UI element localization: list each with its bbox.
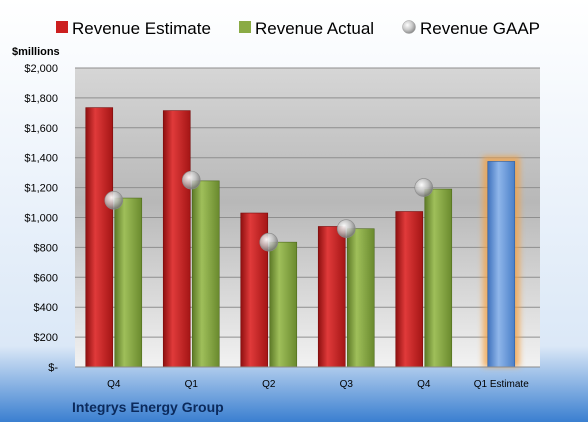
marker-revenue-gaap	[336, 219, 356, 239]
marker-revenue-gaap	[181, 170, 201, 190]
legend-label-revenue-estimate: Revenue Estimate	[72, 19, 211, 38]
y-tick-label: $1,600	[24, 123, 58, 135]
company-label: Integrys Energy Group	[72, 399, 224, 415]
y-axis-unit-label: $millions	[12, 46, 60, 58]
bar-revenue-actual	[191, 180, 220, 368]
x-tick-label: Q4	[107, 379, 121, 390]
y-tick-label: $1,200	[24, 183, 58, 195]
marker-revenue-gaap	[104, 191, 124, 210]
bars	[85, 107, 520, 368]
gridlines	[75, 67, 540, 338]
y-tick-label: $200	[34, 332, 58, 344]
bar-revenue-estimate	[85, 107, 114, 368]
marker-revenue-gaap	[414, 178, 434, 197]
y-tick-label: $1,400	[24, 153, 58, 165]
legend-swatch-revenue-actual	[239, 21, 251, 33]
bar-revenue-estimate	[395, 211, 424, 368]
x-axis-ticks: Q4 Q1 Q2 Q3 Q4 Q1 Estimate	[107, 379, 529, 390]
bar-revenue-actual	[424, 188, 453, 368]
legend-label-revenue-gaap: Revenue GAAP	[420, 19, 540, 38]
legend-item-revenue-actual: Revenue Actual	[239, 19, 374, 38]
bar-revenue-estimate	[162, 110, 191, 368]
y-tick-label: $-	[48, 362, 58, 374]
legend-swatch-revenue-gaap	[402, 20, 416, 34]
bar-revenue-estimate	[317, 226, 346, 368]
legend-item-revenue-gaap: Revenue GAAP	[402, 19, 540, 38]
x-tick-label: Q3	[340, 379, 354, 390]
bar-revenue-actual	[114, 197, 143, 368]
legend: Revenue Estimate Revenue Actual Revenue …	[56, 19, 540, 38]
legend-swatch-revenue-estimate	[56, 21, 68, 33]
x-tick-label: Q2	[262, 379, 276, 390]
bar-revenue-estimate-next-quarter	[487, 161, 516, 368]
y-tick-label: $2,000	[24, 63, 58, 75]
x-tick-label: Q4	[417, 379, 431, 390]
y-tick-label: $600	[34, 272, 58, 284]
marker-revenue-gaap	[259, 232, 279, 252]
y-tick-label: $400	[34, 302, 58, 314]
y-axis-ticks: $- $200 $400 $600 $800 $1,000 $1,200 $1,400 $1,6…	[24, 63, 58, 374]
gaap-markers	[104, 170, 434, 252]
x-tick-label: Q1 Estimate	[474, 379, 529, 390]
legend-item-revenue-estimate: Revenue Estimate	[56, 19, 211, 38]
legend-label-revenue-actual: Revenue Actual	[255, 19, 374, 38]
bar-revenue-actual	[269, 241, 298, 368]
y-tick-label: $1,000	[24, 213, 58, 225]
x-tick-label: Q1	[185, 379, 199, 390]
bar-revenue-actual	[346, 228, 375, 368]
y-tick-label: $1,800	[24, 93, 58, 105]
y-tick-label: $800	[34, 242, 58, 254]
